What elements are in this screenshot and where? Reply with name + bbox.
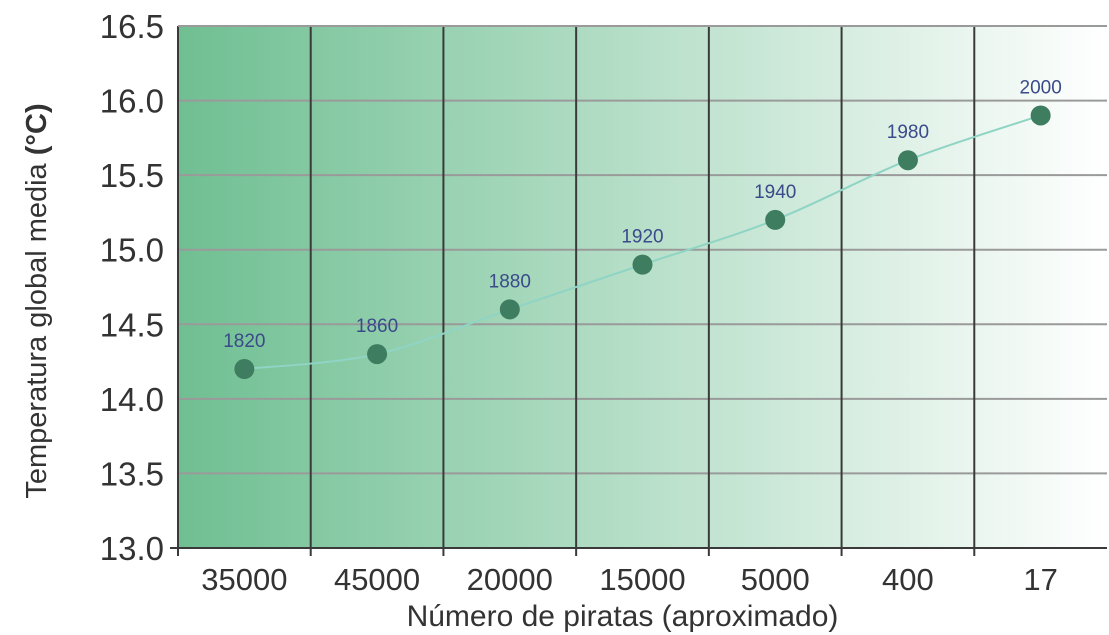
y-tick-label: 15.5: [100, 157, 164, 194]
data-point: [897, 150, 918, 171]
y-axis-title-unit: (°C): [21, 103, 53, 155]
data-point: [367, 344, 388, 365]
x-tick-label: 20000: [467, 562, 553, 597]
y-tick-label: 14.0: [100, 381, 164, 418]
grid-lines: [170, 25, 1107, 556]
x-tick-label: 45000: [334, 562, 420, 597]
y-tick-label: 14.5: [100, 306, 164, 343]
data-point: [234, 359, 255, 380]
y-axis-title: Temperatura global media (°C): [21, 103, 53, 498]
point-label: 1820: [223, 331, 265, 352]
point-label: 1880: [489, 271, 531, 292]
x-tick-label: 17: [1023, 562, 1057, 597]
y-tick-label: 13.5: [100, 455, 164, 492]
x-tick-label: 400: [882, 562, 934, 597]
x-tick-label: 5000: [741, 562, 810, 597]
y-tick-labels: 13.0 13.5 14.0 14.5 15.0 15.5 16.0 16.5: [100, 8, 164, 567]
x-axis-title: Número de piratas (aproximado): [407, 600, 839, 633]
point-labels: 1820 1860 1880 1920 1940 1980 2000: [223, 77, 1062, 352]
data-point: [1030, 105, 1051, 126]
x-tick-label: 15000: [599, 562, 685, 597]
point-label: 1940: [754, 182, 796, 203]
y-tick-label: 16.5: [100, 8, 164, 45]
data-point: [765, 209, 786, 230]
x-tick-labels: 35000 45000 20000 15000 5000 400 17: [201, 562, 1058, 597]
y-tick-label: 15.0: [100, 232, 164, 269]
point-label: 2000: [1020, 77, 1062, 98]
point-label: 1920: [621, 227, 663, 248]
point-label: 1860: [356, 316, 398, 337]
x-tick-label: 35000: [201, 562, 287, 597]
y-tick-label: 16.0: [100, 83, 164, 120]
point-label: 1980: [887, 122, 929, 143]
data-points: [234, 105, 1051, 380]
y-axis-title-main: Temperatura global media: [21, 155, 53, 498]
data-point: [632, 254, 653, 275]
plot-background: [178, 26, 1107, 548]
y-tick-label: 13.0: [100, 530, 164, 567]
data-point: [499, 299, 520, 320]
